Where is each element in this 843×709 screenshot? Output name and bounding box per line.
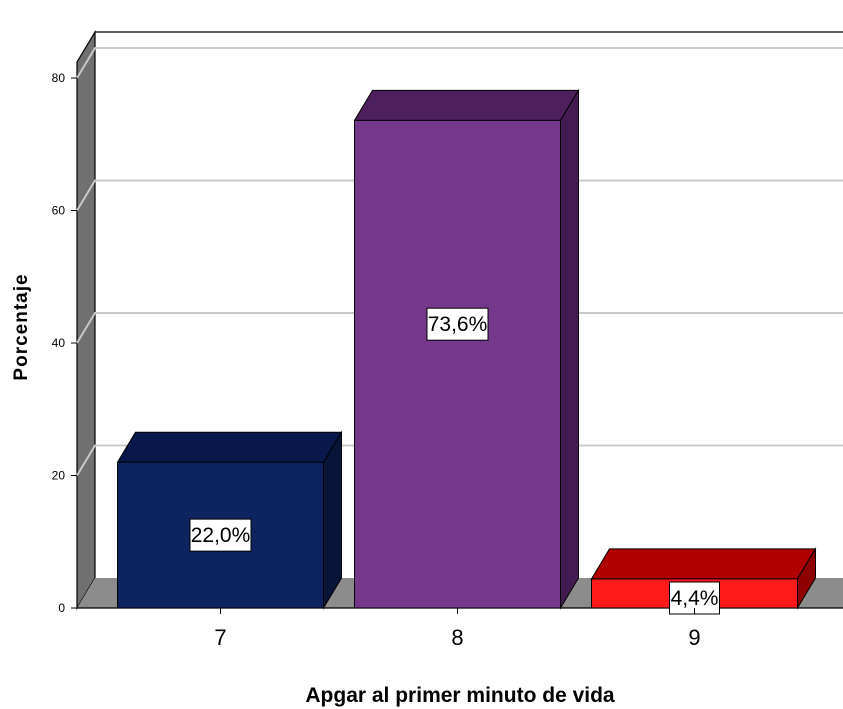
y-tick-label: 40	[52, 336, 66, 350]
x-tick-label: 9	[688, 625, 700, 650]
y-tick-label: 20	[52, 469, 66, 483]
bar-top-face	[355, 90, 579, 120]
bar-top-face	[118, 432, 342, 462]
y-axis-ticks: 0 20 40 60 80	[52, 71, 77, 615]
data-label-text: 22,0%	[191, 524, 251, 547]
data-label-8: 73,6%	[427, 308, 488, 340]
bar-side-face	[561, 90, 579, 608]
x-tick-label: 7	[214, 625, 226, 650]
bar-8: 73,6%	[355, 90, 579, 608]
x-tick-label: 8	[451, 625, 463, 650]
y-tick-label: 60	[52, 204, 66, 218]
bar-9: 4,4%	[592, 549, 816, 614]
data-label-7: 22,0%	[190, 519, 251, 551]
data-label-text: 73,6%	[428, 313, 488, 336]
y-axis-label: Porcentaje	[11, 273, 32, 380]
bar-front-face	[355, 120, 561, 608]
left-wall	[77, 32, 95, 608]
bar-side-face	[324, 432, 342, 608]
bar-top-face	[592, 549, 816, 579]
x-axis-ticks: 7 8 9	[214, 608, 700, 650]
x-axis-label: Apgar al primer minuto de vida	[305, 684, 615, 707]
y-tick-label: 80	[52, 71, 66, 85]
y-tick-label: 0	[58, 601, 65, 615]
bar-7: 22,0%	[118, 432, 342, 608]
data-label-text: 4,4%	[671, 587, 719, 610]
